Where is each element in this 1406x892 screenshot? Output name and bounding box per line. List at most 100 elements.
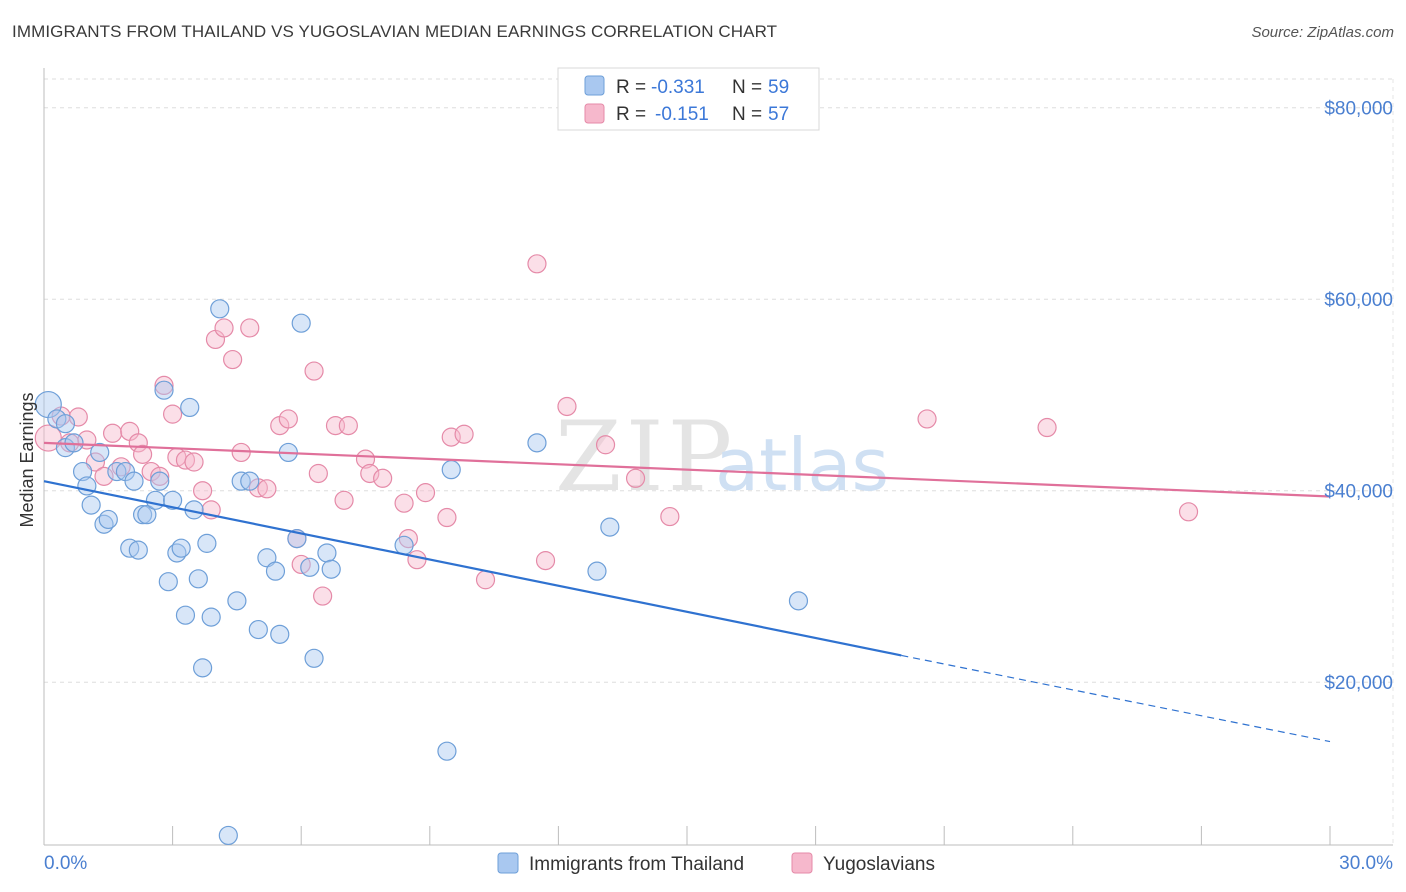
thailand-point [441, 460, 461, 480]
bottom-legend-label-thailand: Immigrants from Thailand [529, 854, 744, 875]
yugoslavians-point [415, 483, 436, 503]
thailand-point [197, 533, 217, 553]
yugoslavians-point [527, 254, 547, 274]
yugoslavians-point [308, 463, 328, 484]
yugoslavians-point [163, 404, 183, 424]
thailand-point [72, 461, 93, 482]
yugoslavians-point [278, 409, 298, 429]
thailand-point [90, 442, 110, 463]
thailand-point [137, 505, 157, 525]
thailand-point [788, 591, 809, 611]
thailand-point [98, 509, 118, 530]
thailand-point [527, 433, 547, 453]
watermark-zip: ZIP [555, 401, 736, 513]
yugoslavians-point [407, 550, 427, 570]
thailand-point [270, 624, 290, 644]
axes [43, 68, 1393, 846]
y-tick-labels: $20,000 $40,000 $60,000 $80,000 [1324, 99, 1393, 694]
thailand-point [587, 561, 607, 581]
thailand-point [180, 397, 200, 418]
series-thailand-points [34, 299, 809, 846]
thailand-point [124, 471, 144, 491]
yugoslavians-point [373, 468, 393, 488]
thailand-trend-line [43, 480, 902, 657]
yugoslavians-point [917, 409, 937, 429]
thailand-point [304, 648, 324, 668]
thailand-point [600, 517, 620, 537]
yugoslavians-point [557, 396, 577, 417]
trend-lines [43, 441, 1331, 743]
yugoslavians-point [313, 586, 333, 606]
thailand-point [218, 825, 238, 846]
yugoslavians-point [1178, 502, 1199, 522]
yugoslavians-point [214, 318, 234, 338]
yugoslavians-point [257, 479, 277, 499]
legend-r-value-pink: -0.151 [655, 104, 709, 125]
bottom-legend-swatch-yugoslavians [791, 852, 813, 874]
thailand-point [317, 543, 337, 563]
legend-swatch-pink [584, 103, 605, 124]
legend-n-label-pink: N = [732, 104, 762, 125]
yugoslavians-point [535, 551, 556, 571]
yugoslavians-point [304, 361, 324, 381]
yugoslavians-point [595, 435, 616, 455]
yugoslavians-trend-line [43, 441, 1331, 498]
thailand-point [240, 471, 260, 491]
thailand-point [55, 414, 76, 434]
x-tick-label-max: 30.0% [1339, 853, 1393, 874]
legend-r-label-blue: R = [616, 77, 646, 98]
thailand-point [257, 548, 277, 568]
thailand-point [81, 495, 101, 515]
zipatlas-watermark: ZIP atlas [555, 401, 889, 513]
bottom-legend-label-yugoslavians: Yugoslavians [823, 854, 935, 875]
yugoslavians-point [94, 466, 114, 486]
thailand-point [171, 538, 191, 558]
legend-n-value-blue: 59 [768, 77, 789, 98]
legend-r-value-blue: -0.331 [651, 77, 705, 98]
yugoslavians-point [660, 506, 680, 527]
yugoslavians-point [334, 490, 354, 510]
yugoslavians-point [154, 375, 174, 395]
bottom-legend: Immigrants from Thailand Yugoslavians [497, 852, 935, 875]
thailand-point [128, 540, 148, 560]
yugoslavians-point [360, 463, 380, 484]
thailand-point [394, 535, 414, 555]
chart-title: IMMIGRANTS FROM THAILAND VS YUGOSLAVIAN … [12, 22, 778, 41]
thailand-point [227, 591, 247, 611]
yugoslavians-point [223, 349, 243, 370]
y-tick-label-0: $20,000 [1324, 673, 1393, 694]
y-tick-label-1: $40,000 [1324, 482, 1393, 503]
top-legend: R = -0.331 N = 59 R = -0.151 N = 57 [557, 67, 820, 131]
thailand-point [163, 490, 183, 510]
thailand-point [154, 380, 174, 400]
legend-r-label-pink: R = [616, 104, 646, 125]
watermark-atlas: atlas [715, 423, 889, 507]
y-axis-label: Median Earnings [17, 392, 37, 527]
legend-swatch-blue [584, 75, 605, 96]
y-tick-label-3: $80,000 [1324, 99, 1393, 120]
thailand-point [201, 607, 221, 627]
yugoslavians-point [394, 493, 414, 513]
thailand-point [437, 741, 457, 761]
thailand-point [321, 559, 341, 579]
yugoslavians-point [1037, 417, 1057, 438]
x-tick-label-min: 0.0% [44, 853, 87, 874]
yugoslavians-point [240, 318, 260, 338]
thailand-point [145, 490, 166, 510]
yugoslavians-point [184, 452, 204, 472]
thailand-point [300, 557, 320, 577]
bottom-legend-swatch-thailand [497, 852, 519, 874]
yugoslavians-point [132, 444, 153, 464]
thailand-point [291, 313, 311, 333]
thailand-point [150, 471, 170, 491]
yugoslavians-point [338, 416, 358, 436]
yugoslavians-point [355, 449, 376, 469]
yugoslavians-point [34, 424, 62, 452]
thailand-point [265, 561, 286, 581]
yugoslavians-point [475, 570, 496, 590]
thailand-point [210, 299, 230, 319]
yugoslavians-point [437, 507, 457, 528]
thailand-point [188, 569, 208, 589]
thailand-point [175, 605, 196, 625]
